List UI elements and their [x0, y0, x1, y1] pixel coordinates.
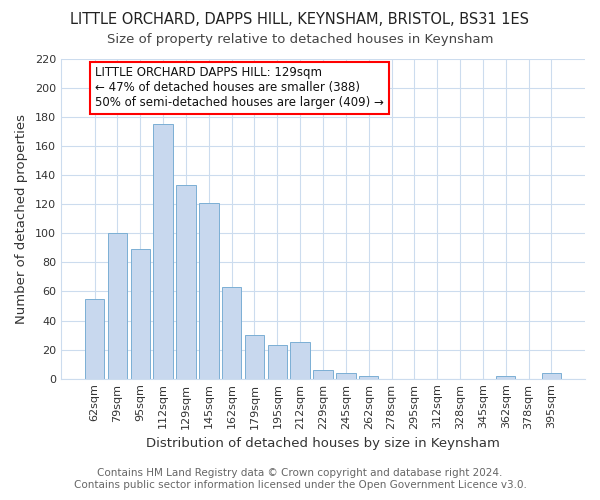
X-axis label: Distribution of detached houses by size in Keynsham: Distribution of detached houses by size …: [146, 437, 500, 450]
Bar: [496, 376, 515, 378]
Bar: [131, 250, 150, 378]
Bar: [268, 346, 287, 378]
Bar: [108, 234, 127, 378]
Bar: [245, 335, 264, 378]
Bar: [154, 124, 173, 378]
Bar: [85, 299, 104, 378]
Bar: [359, 376, 379, 378]
Bar: [542, 373, 561, 378]
Text: Size of property relative to detached houses in Keynsham: Size of property relative to detached ho…: [107, 32, 493, 46]
Bar: [176, 186, 196, 378]
Bar: [290, 342, 310, 378]
Text: Contains HM Land Registry data © Crown copyright and database right 2024.
Contai: Contains HM Land Registry data © Crown c…: [74, 468, 526, 490]
Bar: [222, 287, 241, 378]
Text: LITTLE ORCHARD, DAPPS HILL, KEYNSHAM, BRISTOL, BS31 1ES: LITTLE ORCHARD, DAPPS HILL, KEYNSHAM, BR…: [71, 12, 530, 28]
Text: LITTLE ORCHARD DAPPS HILL: 129sqm
← 47% of detached houses are smaller (388)
50%: LITTLE ORCHARD DAPPS HILL: 129sqm ← 47% …: [95, 66, 384, 110]
Bar: [336, 373, 356, 378]
Y-axis label: Number of detached properties: Number of detached properties: [15, 114, 28, 324]
Bar: [313, 370, 333, 378]
Bar: [199, 203, 218, 378]
